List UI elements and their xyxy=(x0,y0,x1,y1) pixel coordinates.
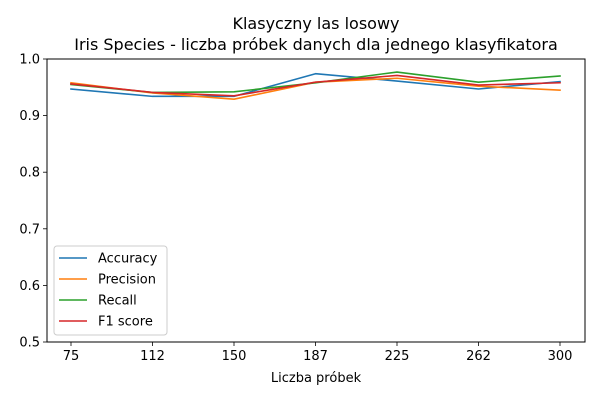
legend-label: F1 score xyxy=(98,315,153,330)
chart-subtitle: Iris Species - liczba próbek danych dla … xyxy=(74,35,558,54)
x-tick-label: 150 xyxy=(222,349,247,364)
series-line-f1-score xyxy=(70,74,561,97)
chart-title: Klasyczny las losowy xyxy=(232,14,399,33)
x-tick-label: 225 xyxy=(385,349,410,364)
y-tick-label: 0.7 xyxy=(19,222,40,237)
x-axis-label: Liczba próbek xyxy=(271,371,362,386)
x-tick-label: 112 xyxy=(140,349,165,364)
y-axis-ticks: 0.5 0.6 0.7 0.8 0.9 1.0 xyxy=(19,53,47,351)
x-axis-ticks: 75 112 150 187 225 262 300 xyxy=(63,342,573,364)
plot-area-frame xyxy=(46,58,586,343)
y-tick-label: 0.6 xyxy=(19,279,40,294)
y-tick-label: 0.9 xyxy=(19,109,40,124)
legend-box xyxy=(53,245,168,336)
series-line-accuracy xyxy=(70,72,561,98)
legend-label: Recall xyxy=(98,294,137,309)
legend-label: Accuracy xyxy=(98,252,158,267)
x-tick-label: 187 xyxy=(303,349,328,364)
legend-label: Precision xyxy=(98,273,156,288)
legend: Accuracy Precision Recall F1 score xyxy=(53,245,168,336)
y-tick-label: 1.0 xyxy=(19,53,40,68)
y-tick-label: 0.5 xyxy=(19,336,40,351)
x-tick-label: 75 xyxy=(63,349,80,364)
series-lines xyxy=(70,71,561,100)
x-tick-label: 300 xyxy=(548,349,573,364)
y-tick-label: 0.8 xyxy=(19,166,40,181)
x-tick-label: 262 xyxy=(466,349,491,364)
